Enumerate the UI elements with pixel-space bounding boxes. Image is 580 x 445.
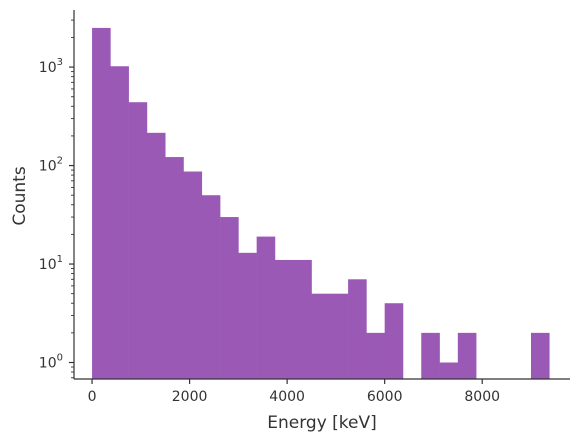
histogram-bar	[274, 259, 294, 379]
histogram-bar	[311, 293, 331, 379]
x-tick-label: 4000	[269, 389, 305, 405]
y-axis-label: Counts	[10, 166, 30, 225]
x-tick-label: 6000	[367, 389, 403, 405]
histogram-bar	[384, 303, 404, 379]
y-tick-label: 102	[39, 156, 63, 175]
x-tick-label: 2000	[172, 389, 208, 405]
ticks-layer: 0 2000 4000 6000 8000 100 101 102 103	[39, 19, 500, 405]
histogram-bar	[128, 102, 148, 379]
x-axis-label: Energy [keV]	[267, 413, 377, 433]
histogram-bar	[238, 252, 257, 379]
histogram-bar	[183, 171, 203, 379]
histogram-bar	[366, 332, 385, 379]
y-tick-label: 103	[39, 57, 63, 76]
histogram-bar	[92, 27, 111, 379]
histogram-bar	[165, 157, 184, 379]
histogram-bar	[146, 132, 166, 379]
y-tick-label: 100	[39, 353, 63, 372]
histogram-bar	[329, 293, 349, 379]
x-tick-label: 0	[88, 389, 97, 405]
histogram-bar	[348, 279, 367, 379]
bars-layer	[92, 27, 550, 379]
y-tick-label: 101	[39, 254, 63, 273]
histogram-bar	[457, 332, 477, 379]
x-tick-label: 8000	[464, 389, 500, 405]
histogram-bar	[220, 217, 239, 379]
histogram-bar	[439, 362, 459, 379]
histogram-bar	[256, 236, 276, 379]
histogram-bar	[110, 66, 129, 379]
histogram-bar	[530, 332, 550, 379]
histogram-bar	[201, 195, 221, 379]
histogram-bar	[421, 332, 440, 379]
histogram-bar	[293, 259, 312, 379]
